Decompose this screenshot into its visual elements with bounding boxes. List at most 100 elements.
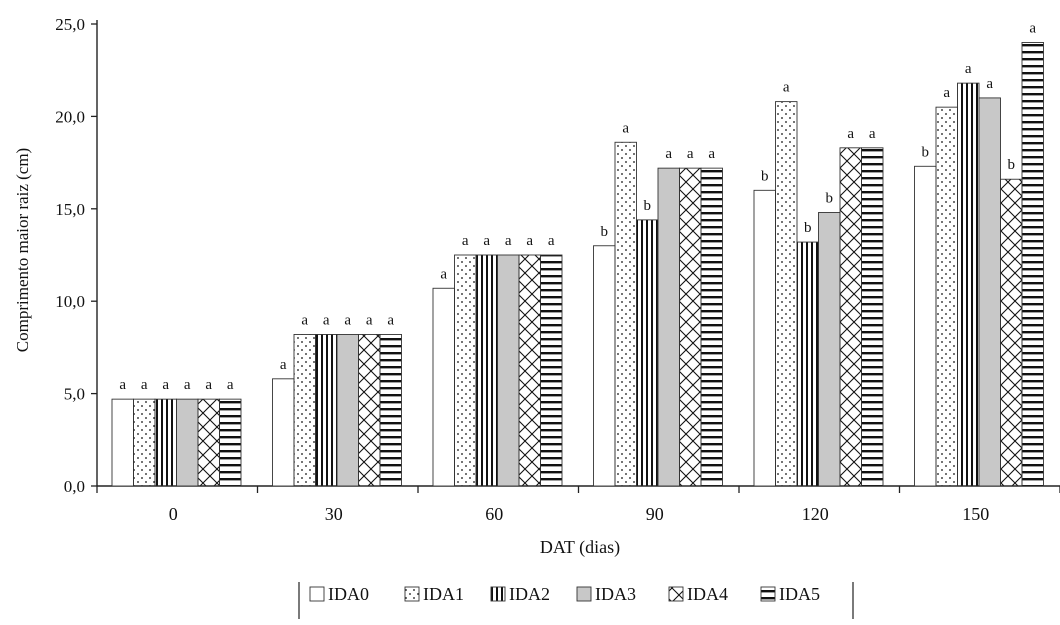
bar-ida4-60 — [518, 254, 541, 487]
significance-letter: a — [847, 126, 854, 142]
legend-label-ida1: IDA1 — [423, 584, 464, 604]
significance-letter: a — [280, 357, 287, 373]
significance-letter: a — [387, 312, 394, 328]
y-tick-label: 5,0 — [64, 385, 85, 404]
bar-ida3-150 — [978, 97, 1001, 487]
significance-letter: a — [1029, 20, 1036, 36]
y-tick-label: 10,0 — [55, 292, 85, 311]
significance-letter: a — [665, 146, 672, 162]
significance-letter: a — [708, 146, 715, 162]
bar-ida2-30 — [315, 334, 338, 487]
significance-letter: b — [1008, 157, 1016, 173]
legend-label-ida3: IDA3 — [595, 584, 636, 604]
bar-ida4-30 — [358, 334, 381, 487]
bar-ida3-0 — [176, 398, 199, 487]
bar-ida5-90 — [700, 167, 723, 487]
y-axis-label: Comprimento maior raiz (cm) — [13, 148, 32, 352]
bar-ida1-60 — [454, 254, 477, 487]
bar-ida4-150 — [1000, 178, 1023, 487]
legend-swatch-ida5 — [760, 586, 776, 602]
legend-swatch-ida0 — [309, 586, 325, 602]
bar-ida5-30 — [379, 334, 402, 487]
bar-ida1-0 — [133, 398, 156, 487]
significance-letter: a — [184, 377, 191, 393]
legend-label-ida5: IDA5 — [779, 584, 820, 604]
significance-letter: a — [869, 126, 876, 142]
significance-letter: a — [301, 312, 308, 328]
bar-ida2-0 — [154, 398, 177, 487]
bar-ida1-90 — [614, 141, 637, 487]
bar-ida5-120 — [861, 147, 884, 487]
significance-letter: b — [804, 220, 812, 236]
y-tick-label: 0,0 — [64, 477, 85, 496]
bar-ida5-0 — [219, 398, 242, 487]
bar-ida0-150 — [914, 165, 937, 487]
x-axis-label: DAT (dias) — [540, 537, 620, 558]
significance-letter: a — [526, 233, 533, 249]
significance-letter: a — [548, 233, 555, 249]
x-tick-label: 60 — [485, 504, 503, 524]
legend-swatch-ida2 — [490, 586, 506, 602]
bar-ida0-0 — [111, 398, 134, 487]
significance-letter: b — [761, 168, 769, 184]
significance-letter: b — [601, 224, 609, 240]
x-tick-label: 120 — [802, 504, 829, 524]
significance-letter: b — [922, 144, 930, 160]
bar-ida1-30 — [293, 334, 316, 487]
significance-letter: a — [483, 233, 490, 249]
bar-ida4-90 — [679, 167, 702, 487]
significance-letter: a — [323, 312, 330, 328]
bar-ida3-120 — [818, 212, 841, 487]
y-tick-label: 25,0 — [55, 15, 85, 34]
bar-ida0-60 — [432, 287, 455, 487]
significance-letter: a — [440, 266, 447, 282]
bar-ida4-120 — [839, 147, 862, 487]
significance-letter: a — [366, 312, 373, 328]
y-tick-label: 20,0 — [55, 107, 85, 126]
significance-letter: a — [943, 85, 950, 101]
bar-ida4-0 — [197, 398, 220, 487]
axes: 0,0 5,0 10,0 15,0 20,0 25,0 0 30 60 90 120 150 — [55, 15, 1060, 524]
legend-label-ida2: IDA2 — [509, 584, 550, 604]
bars-layer — [111, 42, 1044, 487]
significance-letter: a — [162, 377, 169, 393]
bar-ida2-150 — [957, 82, 980, 487]
bar-ida1-150 — [935, 106, 958, 487]
significance-letter: a — [462, 233, 469, 249]
bar-ida2-90 — [636, 219, 659, 487]
significance-letter: a — [205, 377, 212, 393]
x-tick-label: 90 — [646, 504, 664, 524]
legend-label-ida0: IDA0 — [328, 584, 369, 604]
bar-ida2-120 — [796, 241, 819, 487]
significance-letter: a — [227, 377, 234, 393]
significance-letter: a — [687, 146, 694, 162]
x-tick-label: 150 — [962, 504, 989, 524]
significance-letter: a — [622, 120, 629, 136]
legend-swatch-ida1 — [404, 586, 420, 602]
y-tick-label: 15,0 — [55, 200, 85, 219]
bar-ida3-90 — [657, 167, 680, 487]
bar-ida5-150 — [1021, 42, 1044, 487]
x-tick-label: 0 — [169, 504, 178, 524]
bar-ida3-60 — [497, 254, 520, 487]
bar-ida1-120 — [775, 101, 798, 487]
bar-ida0-90 — [593, 245, 616, 487]
bar-ida0-30 — [272, 378, 295, 487]
significance-letter: a — [344, 312, 351, 328]
significance-letter: a — [783, 80, 790, 96]
significance-letter: a — [986, 76, 993, 92]
significance-letter: a — [141, 377, 148, 393]
legend-swatch-ida4 — [668, 586, 684, 602]
legend: IDA0 IDA1 IDA2 IDA3 IDA4 IDA5 — [298, 582, 854, 619]
legend-swatch-ida3 — [576, 586, 592, 602]
bar-ida3-30 — [336, 334, 359, 487]
legend-label-ida4: IDA4 — [687, 584, 728, 604]
bar-ida2-60 — [475, 254, 498, 487]
significance-letter: a — [119, 377, 126, 393]
bar-ida5-60 — [540, 254, 563, 487]
significance-letter: b — [826, 190, 834, 206]
significance-letter: b — [644, 198, 652, 214]
